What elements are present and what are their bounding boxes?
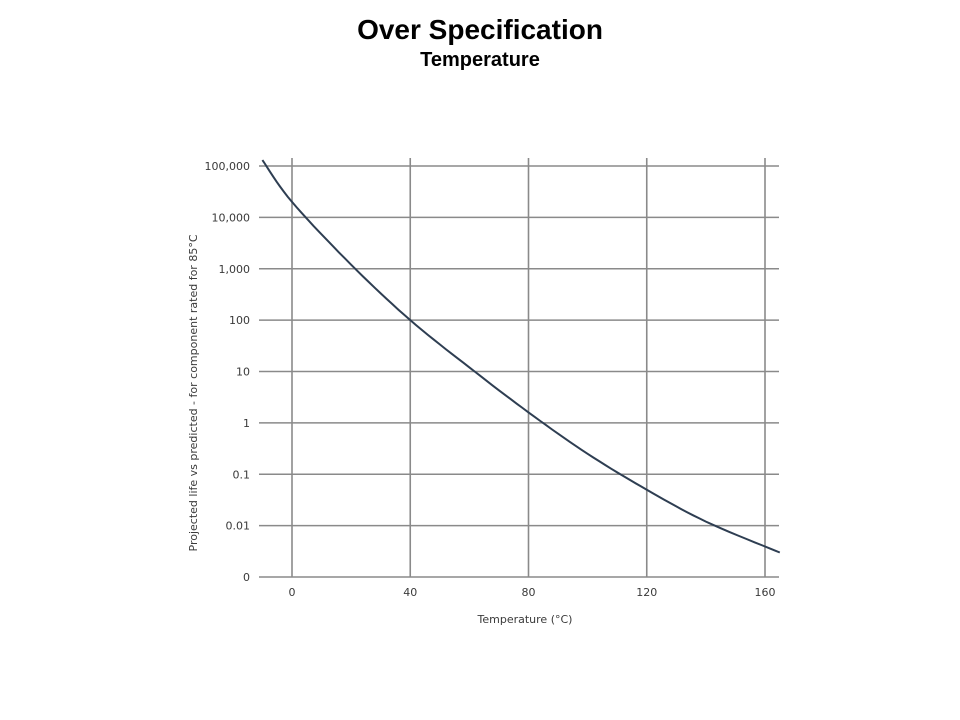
grid-lines [259, 158, 779, 578]
series-line [261, 159, 781, 554]
y-tick-label: 100 [229, 314, 250, 327]
x-axis-label: Temperature (°C) [477, 613, 573, 626]
series-lines [261, 159, 781, 554]
y-tick-label: 0.1 [233, 468, 251, 481]
tick-labels: 0 0.01 0.1 1 10 100 1,000 10,000 100,000 0 40 80 120… [205, 160, 776, 599]
y-tick-label: 100,000 [205, 160, 251, 173]
x-tick-label: 40 [403, 586, 417, 599]
y-axis-label: Projected life vs predicted - for compon… [187, 234, 200, 551]
y-tick-label: 10 [236, 366, 250, 379]
y-tick-label: 1,000 [219, 263, 251, 276]
y-tick-label: 10,000 [212, 211, 251, 224]
slide-title: Over Specification [357, 14, 603, 45]
y-tick-label: 1 [243, 417, 250, 430]
x-tick-label: 0 [289, 586, 296, 599]
slide-subtitle: Temperature [420, 49, 540, 71]
x-tick-label: 120 [636, 586, 657, 599]
y-tick-label: 0 [243, 571, 250, 584]
y-tick-label: 0.01 [226, 520, 251, 533]
x-tick-label: 160 [755, 586, 776, 599]
x-tick-label: 80 [522, 586, 536, 599]
